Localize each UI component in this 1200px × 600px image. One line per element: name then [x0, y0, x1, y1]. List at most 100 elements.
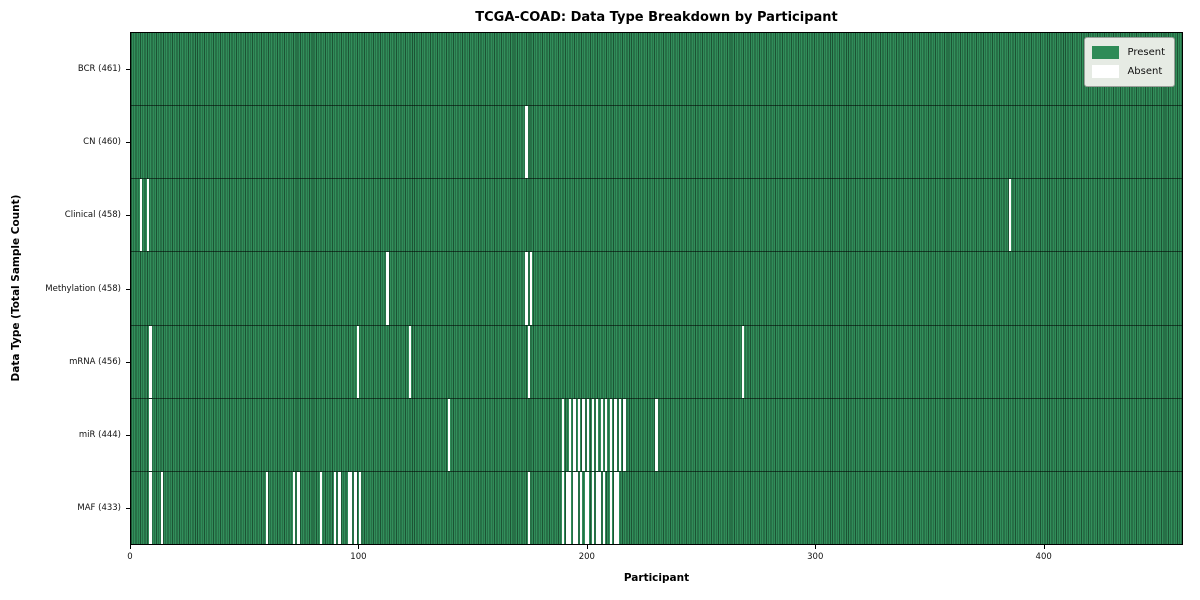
absent-cell [573, 471, 576, 544]
y-axis-ticks: BCR (461) CN (460) Clinical (458) Methylati… [0, 32, 130, 545]
legend: Present Absent [1084, 37, 1175, 87]
absent-cell [409, 325, 412, 398]
x-tick-mark [130, 545, 131, 549]
absent-cell [529, 252, 533, 325]
absent-cell [591, 471, 594, 544]
y-tick-mark [126, 435, 130, 437]
absent-cell [655, 398, 658, 471]
heatmap-row-Clinical [131, 179, 1182, 253]
absent-cell [320, 471, 323, 544]
absent-cell [568, 398, 571, 471]
x-tick-mark [586, 545, 588, 549]
absent-cell [614, 471, 617, 544]
absent-cell [577, 398, 581, 471]
absent-cell [160, 471, 163, 544]
absent-cell [618, 398, 622, 471]
y-tick-label: miR (444) [78, 430, 121, 441]
y-tick-mark [126, 141, 130, 143]
absent-cell [580, 471, 583, 544]
absent-cell [292, 471, 296, 544]
absent-cell [568, 471, 571, 544]
absent-cell [741, 325, 745, 398]
heatmap-row-BCR [131, 33, 1182, 107]
absent-cell [561, 398, 565, 471]
absent-cell [605, 398, 608, 471]
absent-cell [1008, 179, 1011, 252]
chart-title: TCGA-COAD: Data Type Breakdown by Partic… [475, 10, 838, 25]
x-tick-label: 100 [350, 552, 367, 562]
absent-cell [614, 398, 617, 471]
legend-label: Absent [1127, 66, 1163, 77]
absent-cell [582, 398, 585, 471]
absent-cell [354, 471, 357, 544]
heatmap-row-miR [131, 398, 1182, 472]
absent-cell [527, 471, 530, 544]
legend-entry-present: Present [1092, 43, 1165, 62]
y-tick-label: BCR (461) [77, 63, 121, 74]
y-tick-label: CN (460) [83, 136, 121, 147]
absent-cell [566, 471, 569, 544]
absent-cell [609, 398, 613, 471]
absent-cell [386, 252, 389, 325]
y-tick-label: mRNA (456) [69, 356, 121, 367]
y-tick-mark [126, 215, 130, 217]
y-tick-mark [126, 68, 130, 70]
absent-cell [297, 471, 300, 544]
y-tick-mark [126, 361, 130, 363]
absent-cell [333, 471, 337, 544]
heatmap-row-MAF [131, 471, 1182, 544]
absent-cell [561, 471, 565, 544]
absent-cell [140, 179, 143, 252]
absent-cell [596, 471, 599, 544]
x-axis-ticks: 0 100 200 300 400 [127, 545, 1183, 571]
x-axis-label: Participant [623, 572, 690, 584]
absent-cell [586, 398, 590, 471]
absent-cell [584, 471, 587, 544]
absent-cell [146, 179, 150, 252]
absent-cell [602, 471, 606, 544]
absent-cell [596, 398, 599, 471]
absent-cell [591, 398, 594, 471]
absent-cell [149, 398, 152, 471]
absent-cell [349, 471, 353, 544]
absent-cell [338, 471, 341, 544]
present-swatch-icon [1092, 46, 1120, 59]
absent-cell [575, 471, 578, 544]
plot-area [130, 32, 1183, 545]
heatmap-row-CN [131, 106, 1182, 180]
absent-cell [598, 471, 601, 544]
absent-cell [616, 471, 619, 544]
y-tick-mark [126, 508, 130, 510]
x-tick-mark [1043, 545, 1045, 549]
heatmap-row-mRNA [131, 325, 1182, 399]
x-tick-label: 0 [127, 552, 133, 562]
absent-swatch-icon [1092, 65, 1120, 78]
absent-cell [525, 252, 528, 325]
absent-cell [623, 398, 626, 471]
x-tick-mark [815, 545, 817, 549]
absent-cell [586, 471, 590, 544]
absent-cell [347, 471, 350, 544]
absent-cell [356, 325, 359, 398]
y-tick-label: Methylation (458) [45, 283, 121, 294]
x-tick-label: 400 [1035, 552, 1052, 562]
absent-cell [525, 106, 528, 179]
heatmap-row-Methylation [131, 252, 1182, 326]
legend-label: Present [1127, 47, 1165, 58]
absent-cell [265, 471, 268, 544]
x-tick-label: 200 [578, 552, 595, 562]
y-tick-mark [126, 288, 130, 290]
absent-cell [609, 471, 613, 544]
x-tick-mark [358, 545, 360, 549]
absent-cell [527, 325, 530, 398]
legend-entry-absent: Absent [1092, 62, 1165, 81]
absent-cell [149, 325, 152, 398]
absent-cell [358, 471, 362, 544]
y-tick-label: Clinical (458) [64, 210, 121, 221]
x-tick-label: 300 [807, 552, 824, 562]
absent-cell [447, 398, 451, 471]
absent-cell [600, 398, 603, 471]
absent-cell [149, 471, 152, 544]
absent-cell [573, 398, 576, 471]
